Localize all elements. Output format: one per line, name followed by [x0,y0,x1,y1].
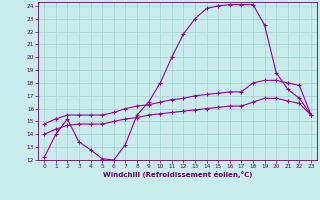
X-axis label: Windchill (Refroidissement éolien,°C): Windchill (Refroidissement éolien,°C) [103,171,252,178]
